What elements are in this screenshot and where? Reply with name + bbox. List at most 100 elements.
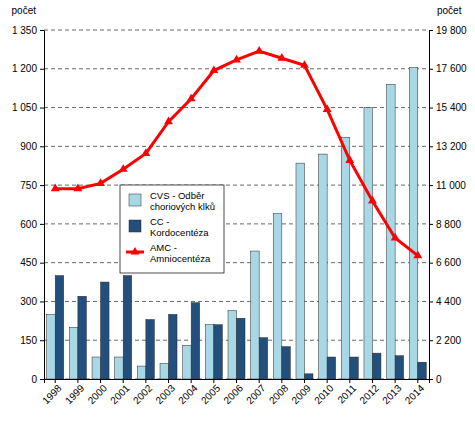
tick: 2000 bbox=[86, 379, 110, 406]
bar bbox=[409, 67, 417, 379]
line bbox=[55, 51, 418, 255]
y-axis-title: počet bbox=[12, 5, 37, 16]
tick: 2 200 bbox=[429, 335, 461, 346]
bar bbox=[101, 282, 109, 379]
tick-mark bbox=[429, 263, 433, 264]
legend-swatch bbox=[129, 220, 141, 232]
legend-entry: CC -Kordocentéza bbox=[129, 216, 209, 238]
marker bbox=[164, 117, 173, 125]
tick-label: 15 400 bbox=[436, 102, 467, 113]
tick-label: 150 bbox=[20, 335, 37, 346]
y2-axis-title: počet bbox=[437, 5, 462, 16]
tick-mark bbox=[40, 146, 44, 147]
tick: 1 050 bbox=[12, 102, 44, 113]
tick: 13 200 bbox=[429, 141, 467, 152]
tick-label: 1 350 bbox=[12, 25, 37, 36]
legend-label: CC -Kordocentéza bbox=[150, 216, 209, 238]
bar bbox=[364, 108, 372, 379]
tick: 8 800 bbox=[429, 219, 461, 230]
tick-label: 600 bbox=[20, 219, 37, 230]
tick-label: 2007 bbox=[244, 382, 268, 406]
tick: 2011 bbox=[335, 379, 358, 406]
tick-label: 750 bbox=[20, 180, 37, 191]
grid-line bbox=[44, 30, 429, 31]
tick: 2009 bbox=[289, 379, 313, 406]
tick-mark bbox=[40, 69, 44, 70]
tick: 4 400 bbox=[429, 296, 461, 307]
tick-label: 8 800 bbox=[436, 219, 461, 230]
tick-mark bbox=[40, 30, 44, 31]
bar-series bbox=[47, 67, 418, 379]
grid bbox=[44, 30, 429, 379]
bar bbox=[78, 296, 86, 379]
tick: 1 350 bbox=[12, 25, 44, 36]
tick-mark bbox=[40, 263, 44, 264]
marker bbox=[141, 148, 150, 156]
grid-line bbox=[44, 68, 429, 69]
marker bbox=[209, 65, 218, 73]
tick: 1998 bbox=[40, 379, 64, 406]
bar bbox=[205, 325, 213, 379]
bar bbox=[341, 137, 349, 379]
tick: 2008 bbox=[267, 379, 291, 406]
tick-mark bbox=[429, 69, 433, 70]
tick: 11 000 bbox=[429, 180, 466, 191]
bar-series bbox=[55, 276, 426, 379]
tick-mark bbox=[40, 108, 44, 109]
legend-box bbox=[120, 185, 224, 273]
tick-label: 2009 bbox=[289, 382, 313, 406]
bar bbox=[319, 154, 327, 379]
tick: 2001 bbox=[108, 379, 132, 406]
bar bbox=[282, 347, 290, 379]
marker bbox=[300, 60, 309, 68]
bar bbox=[169, 314, 177, 379]
marker bbox=[255, 46, 264, 54]
marks bbox=[47, 46, 427, 379]
tick-mark bbox=[429, 30, 433, 31]
bar bbox=[259, 338, 267, 379]
legend-label: CVS - Odběrchoriových klků bbox=[150, 190, 215, 212]
marker bbox=[119, 164, 128, 172]
legend-marker bbox=[131, 247, 140, 255]
tick-label: 2012 bbox=[357, 382, 381, 406]
tick-label: 13 200 bbox=[436, 141, 467, 152]
tick: 2004 bbox=[176, 379, 200, 406]
tick: 2002 bbox=[131, 379, 155, 406]
marker bbox=[391, 233, 400, 241]
tick-label: 450 bbox=[20, 257, 37, 268]
tick-label: 2010 bbox=[312, 382, 336, 406]
marker bbox=[413, 251, 422, 259]
tick: 6 600 bbox=[429, 257, 461, 268]
tick: 450 bbox=[20, 257, 44, 268]
axis-line bbox=[430, 31, 434, 380]
bar bbox=[350, 357, 358, 379]
bar bbox=[327, 357, 335, 379]
tick-label: 11 000 bbox=[436, 180, 466, 191]
bar bbox=[92, 357, 100, 379]
tick-label: 0 bbox=[31, 374, 37, 385]
tick-mark bbox=[429, 185, 433, 186]
marker bbox=[277, 53, 286, 61]
bar bbox=[304, 374, 312, 379]
tick-label: 4 400 bbox=[436, 296, 461, 307]
tick-label: 2004 bbox=[176, 382, 200, 406]
tick-label: 19 800 bbox=[436, 25, 467, 36]
tick-mark bbox=[429, 340, 433, 341]
bar bbox=[47, 314, 55, 379]
chart: 01503004506007509001 0501 2001 35002 200… bbox=[0, 0, 475, 425]
bar bbox=[214, 325, 222, 379]
tick-label: 2002 bbox=[131, 382, 155, 406]
tick: 2010 bbox=[312, 379, 336, 406]
bar bbox=[137, 366, 145, 379]
bar bbox=[160, 363, 168, 379]
tick-label: 2001 bbox=[108, 382, 132, 406]
tick-label: 2000 bbox=[86, 382, 110, 406]
tick-label: 900 bbox=[20, 141, 37, 152]
tick: 750 bbox=[20, 180, 44, 191]
marker bbox=[232, 55, 241, 63]
bar bbox=[395, 356, 403, 379]
tick-label: 0 bbox=[436, 374, 442, 385]
tick: 2006 bbox=[221, 379, 245, 406]
tick-label: 17 600 bbox=[436, 63, 467, 74]
y-axis: 01503004506007509001 0501 2001 350 bbox=[12, 25, 45, 385]
